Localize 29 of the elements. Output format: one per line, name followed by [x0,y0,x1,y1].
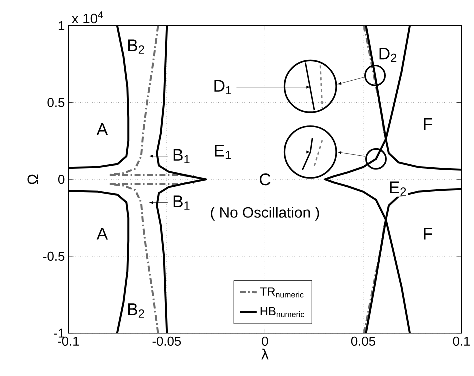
annotation: E$_{2}$ [390,182,406,196]
x-tick-label: -0.1 [58,336,80,346]
y-tick-label: 0.5 [48,98,65,108]
annotation: B$_{1}$ [174,149,190,164]
x-tick-label: 0.1 [453,336,470,346]
legend-label: HB$_{numeric}$ [260,307,304,318]
y-tick-label: 1 [58,21,65,30]
annotation: ( No Oscillation ) [211,206,320,221]
y-tick-label: -1 [54,328,65,338]
annotation: C [260,174,271,186]
annotation: B$_{1}$ [174,196,190,210]
y-tick-label: -0.5 [44,252,65,261]
annotation: F [424,228,432,240]
x-tick-label: 0 [262,336,268,346]
x-tick-label: -0.05 [152,336,182,346]
legend-label: TR$_{numeric}$ [260,288,304,298]
annotation: A [96,123,108,136]
annotation: B$_{2}$ [128,40,144,54]
annotation: B$_{2}$ [128,304,144,318]
x-tick-label: 0.05 [351,336,376,346]
x-axis-title: λ [262,348,269,360]
text: x 10$^{4}$ [72,12,104,24]
annotation: D$_{2}$ [380,48,397,62]
annotation: E$_{1}$ [215,145,232,160]
annotation: A [96,228,108,240]
annotation: F [424,118,432,130]
y-axis-title: Ω [28,174,38,184]
y-tick-label: 0 [58,174,65,184]
annotation: D$_{1}$ [214,80,232,94]
